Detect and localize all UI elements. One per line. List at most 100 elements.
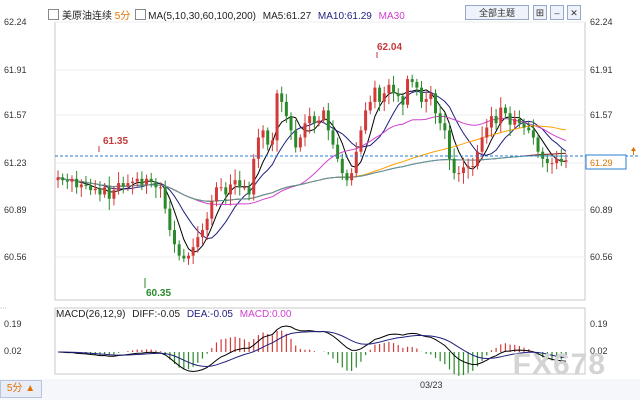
candle-body bbox=[242, 187, 246, 189]
right-tick-3: 61.57 bbox=[590, 110, 613, 120]
candle-body bbox=[461, 167, 465, 174]
date-label: 03/23 bbox=[420, 380, 443, 390]
theme-button[interactable]: 全部主题 bbox=[465, 5, 529, 20]
price-grid bbox=[55, 21, 585, 258]
candlesticks bbox=[56, 74, 568, 265]
candle-body bbox=[317, 120, 321, 124]
macd-right-tick-2: 0.02 bbox=[590, 346, 608, 356]
candle-body bbox=[126, 183, 130, 186]
dea-line bbox=[58, 331, 567, 368]
candle-body bbox=[294, 130, 298, 148]
candle-body bbox=[471, 165, 475, 167]
period-selector-button[interactable]: 5分 ▲ bbox=[0, 380, 42, 398]
candle-body bbox=[354, 151, 358, 174]
price-up-arrow-icon bbox=[631, 147, 636, 151]
candle-body bbox=[75, 178, 79, 188]
candle-body bbox=[401, 96, 405, 105]
settings-icon[interactable]: ⊞ bbox=[533, 5, 547, 20]
macd-value: MACD:0.00 bbox=[239, 309, 292, 320]
candle-body bbox=[284, 101, 288, 117]
candle-body bbox=[326, 110, 330, 131]
candle-body bbox=[415, 81, 419, 88]
candle-body bbox=[489, 116, 493, 128]
candle-body bbox=[368, 101, 372, 111]
right-tick-5: 60.89 bbox=[590, 205, 613, 215]
macd-diff: DIFF:-0.05 bbox=[132, 309, 181, 320]
ma100-line bbox=[57, 152, 567, 202]
candle-body bbox=[517, 118, 521, 124]
left-tick-2: 61.91 bbox=[4, 65, 27, 75]
candle-body bbox=[387, 84, 391, 94]
candle-body bbox=[452, 158, 456, 174]
candle-body bbox=[410, 79, 414, 82]
candle-body bbox=[345, 173, 349, 181]
ma-toggle-icon[interactable] bbox=[135, 9, 147, 20]
macd-right-tick-1: 0.19 bbox=[590, 319, 608, 329]
local-high-annotation: 61.35 bbox=[103, 136, 128, 147]
candle-body bbox=[522, 123, 526, 128]
candle-body bbox=[56, 177, 60, 181]
candle-body bbox=[340, 158, 344, 174]
candle-body bbox=[270, 140, 274, 145]
candle-body bbox=[289, 116, 293, 131]
candle-body bbox=[252, 158, 256, 195]
candle-body bbox=[214, 187, 218, 202]
low-annotation: 60.35 bbox=[146, 288, 171, 299]
candle-body bbox=[536, 137, 540, 152]
macd-left-tick-2: 0.02 bbox=[4, 346, 22, 356]
candle-body bbox=[70, 178, 74, 182]
candle-body bbox=[364, 110, 368, 131]
period-label[interactable]: 5分 bbox=[114, 11, 131, 22]
candle-body bbox=[331, 130, 335, 145]
candle-body bbox=[191, 247, 195, 256]
candle-body bbox=[396, 93, 400, 97]
candle-body bbox=[275, 93, 279, 141]
ma-params: MA(5,10,30,60,100,200) bbox=[148, 11, 256, 22]
left-tick-4: 61.23 bbox=[4, 158, 27, 168]
candle-body bbox=[429, 93, 433, 100]
candle-body bbox=[475, 151, 479, 166]
candle-body bbox=[256, 137, 260, 159]
candle-body bbox=[233, 180, 237, 185]
candle-body bbox=[182, 255, 186, 259]
candle-body bbox=[177, 244, 181, 256]
candle-body bbox=[503, 107, 507, 114]
close-icon[interactable]: ✕ bbox=[567, 5, 581, 20]
candle-body bbox=[564, 160, 568, 162]
candle-body bbox=[98, 188, 102, 195]
candle-body bbox=[555, 158, 559, 164]
candle-body bbox=[65, 180, 69, 182]
candle-body bbox=[238, 180, 242, 188]
current-price-tag bbox=[585, 154, 627, 170]
candle-body bbox=[494, 116, 498, 124]
candle-body bbox=[336, 144, 340, 159]
candle-body bbox=[485, 127, 489, 138]
candle-body bbox=[559, 158, 563, 162]
candle-body bbox=[173, 230, 177, 245]
symbol-title: 美原油连续 5分 MA(5,10,30,60,100,200) MA5:61.2… bbox=[48, 7, 405, 22]
candle-body bbox=[219, 187, 223, 189]
ma200-line bbox=[57, 155, 567, 202]
candle-body bbox=[117, 183, 121, 191]
candle-body bbox=[424, 99, 428, 102]
minimize-icon[interactable]: – bbox=[550, 5, 564, 20]
ma10-value: MA10:61.29 bbox=[317, 11, 372, 22]
candle-body bbox=[159, 187, 163, 189]
candle-body bbox=[420, 87, 424, 102]
candle-body bbox=[443, 123, 447, 131]
pane-divider-handle[interactable]: ⋯ bbox=[0, 305, 7, 312]
candle-body bbox=[205, 218, 209, 231]
candle-body bbox=[261, 130, 265, 138]
candle-body bbox=[145, 178, 149, 185]
high-annotation: 62.04 bbox=[377, 42, 402, 53]
candle-body bbox=[438, 113, 442, 124]
diff-line bbox=[57, 325, 567, 373]
candle-body bbox=[508, 113, 512, 125]
candle-body bbox=[107, 187, 111, 199]
candle-body bbox=[247, 187, 251, 195]
candle-body bbox=[224, 187, 228, 195]
candle-body bbox=[373, 87, 377, 102]
candle-body bbox=[186, 255, 190, 259]
collapse-icon[interactable] bbox=[48, 9, 59, 20]
